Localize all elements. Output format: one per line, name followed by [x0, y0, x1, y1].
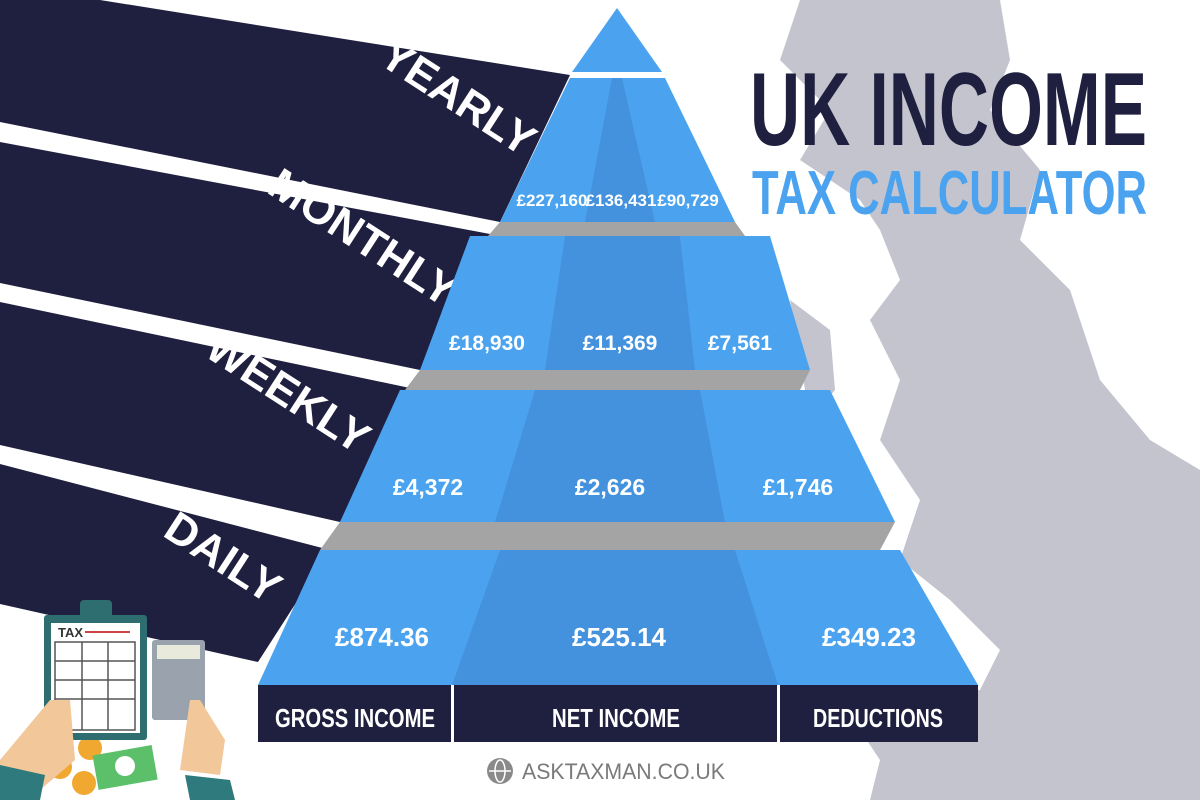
globe-icon [487, 758, 513, 784]
tier-yearly-center [585, 78, 655, 222]
daily-gross: £874.36 [335, 622, 429, 652]
tax-illustration: TAX [0, 600, 235, 800]
band-weekly [0, 302, 410, 522]
column-label-bar [258, 685, 978, 742]
yearly-deductions: £90,729 [657, 191, 718, 210]
daily-net: £525.14 [572, 622, 667, 652]
divider [451, 685, 454, 742]
tier-weekly-shadow [320, 522, 895, 550]
weekly-net: £2,626 [575, 474, 645, 500]
monthly-gross: £18,930 [449, 332, 525, 355]
tier-yearly-shadow [488, 222, 745, 236]
weekly-deductions: £1,746 [763, 474, 833, 500]
weekly-gross: £4,372 [393, 474, 463, 500]
daily-deductions: £349.23 [822, 622, 916, 652]
band-yearly [0, 0, 570, 222]
title-line1: UK INCOME [750, 52, 1147, 168]
yearly-net: £136,431 [586, 191, 657, 210]
divider [777, 685, 780, 742]
pyramid-apex [572, 8, 662, 72]
monthly-net: £11,369 [583, 332, 658, 355]
column-gross-income: GROSS INCOME [275, 703, 435, 733]
clipboard-label: TAX [58, 625, 83, 640]
tier-monthly-center [545, 236, 695, 370]
column-net-income: NET INCOME [552, 703, 680, 733]
title-line2: TAX CALCULATOR [752, 159, 1147, 228]
tier-daily-center [452, 550, 778, 685]
footer-site-link[interactable]: ASKTAXMAN.CO.UK [522, 759, 725, 784]
column-deductions: DEDUCTIONS [813, 703, 943, 733]
tier-weekly-center [495, 390, 725, 522]
yearly-gross: £227,160 [517, 191, 588, 210]
band-monthly [0, 142, 490, 370]
uk-map [780, 0, 1200, 800]
monthly-deductions: £7,561 [708, 332, 773, 355]
tier-monthly-shadow [405, 370, 810, 390]
